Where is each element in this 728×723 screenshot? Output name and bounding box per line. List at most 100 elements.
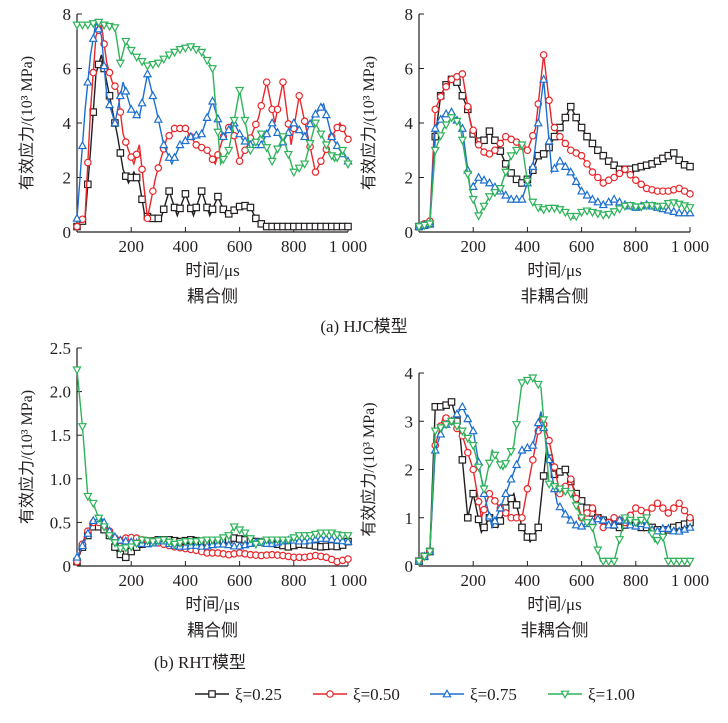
data-point — [621, 165, 629, 174]
data-point — [197, 128, 207, 138]
data-point — [337, 532, 348, 541]
data-point — [436, 132, 446, 141]
data-point — [121, 138, 130, 146]
data-point — [126, 104, 136, 113]
data-point — [599, 151, 608, 160]
data-point — [229, 116, 239, 126]
data-point — [126, 46, 136, 56]
data-point — [517, 141, 527, 150]
data-point — [197, 48, 207, 58]
data-point — [99, 523, 109, 532]
data-point — [115, 59, 125, 69]
data-point — [338, 124, 347, 133]
y-tick-label: 2 — [63, 169, 72, 188]
data-point — [484, 193, 495, 202]
x-tick-label: 600 — [569, 571, 595, 590]
data-point — [609, 194, 619, 203]
data-point — [583, 132, 591, 141]
data-point — [463, 413, 473, 423]
x-tick-label: 1 000 — [671, 237, 709, 256]
data-point — [154, 164, 163, 172]
data-point — [207, 65, 218, 74]
y-tick-label: 3 — [405, 412, 414, 431]
data-point — [474, 172, 484, 181]
y-tick-label: 1 — [405, 509, 414, 528]
data-point — [110, 539, 120, 548]
data-point — [604, 519, 614, 529]
data-point — [251, 540, 261, 550]
data-point — [566, 490, 576, 499]
data-point — [310, 119, 321, 129]
data-point — [159, 205, 168, 214]
data-point — [83, 492, 93, 502]
data-point — [490, 451, 500, 461]
data-point — [663, 199, 673, 209]
data-point — [83, 77, 93, 86]
data-point — [94, 60, 103, 69]
data-point — [561, 465, 570, 474]
data-point — [485, 127, 494, 135]
y-tick-label: 0 — [63, 557, 72, 576]
data-point — [495, 185, 505, 194]
legend-marker — [560, 690, 570, 700]
data-point — [506, 194, 516, 203]
data-point — [507, 494, 515, 503]
data-point — [234, 86, 245, 96]
data-point — [272, 536, 283, 545]
data-point — [240, 136, 250, 145]
data-point — [169, 540, 180, 550]
y-tick-label: 4 — [405, 364, 414, 383]
data-point — [669, 206, 679, 215]
data-point — [659, 504, 667, 512]
data-point — [154, 214, 163, 223]
data-point — [311, 168, 320, 176]
data-point — [181, 124, 190, 133]
legend-label: ξ=0.75 — [470, 685, 517, 704]
data-point — [484, 511, 495, 520]
data-point — [192, 203, 201, 212]
data-point — [555, 501, 565, 511]
data-point — [491, 146, 499, 155]
data-point — [556, 132, 564, 141]
y-tick-label: 8 — [405, 5, 414, 24]
data-point — [609, 208, 619, 217]
y-tick-label: 6 — [405, 60, 414, 79]
data-point — [506, 474, 516, 483]
data-point — [669, 504, 678, 512]
data-point — [566, 102, 575, 111]
data-point — [679, 557, 690, 567]
data-point — [430, 123, 440, 132]
data-point — [561, 113, 570, 122]
data-point — [176, 204, 184, 213]
data-point — [496, 139, 505, 148]
data-point — [180, 135, 191, 145]
data-point — [560, 161, 570, 170]
data-point — [452, 117, 462, 127]
data-point — [669, 557, 679, 567]
legend-item: ξ=1.00 — [548, 685, 635, 704]
data-point — [491, 497, 499, 505]
data-point — [267, 157, 277, 167]
data-point — [321, 533, 331, 542]
legend-label: ξ=0.50 — [353, 685, 400, 704]
data-point — [218, 131, 228, 141]
data-point — [332, 154, 342, 163]
data-point — [181, 190, 190, 198]
data-point — [202, 56, 212, 66]
caption-a: (a) HJC模型 — [320, 317, 407, 336]
data-point — [175, 139, 185, 149]
data-point — [436, 92, 445, 101]
data-point — [72, 366, 82, 375]
data-point — [576, 186, 587, 195]
y-tick-label: 0 — [63, 223, 72, 242]
data-point — [267, 117, 277, 127]
data-point — [468, 181, 478, 190]
data-point — [89, 68, 98, 77]
data-point — [457, 136, 467, 146]
data-point — [436, 424, 446, 433]
data-point — [214, 192, 222, 201]
data-point — [316, 102, 326, 111]
data-point — [626, 170, 635, 179]
data-point — [115, 545, 125, 554]
y-tick-label: 6 — [63, 60, 72, 79]
